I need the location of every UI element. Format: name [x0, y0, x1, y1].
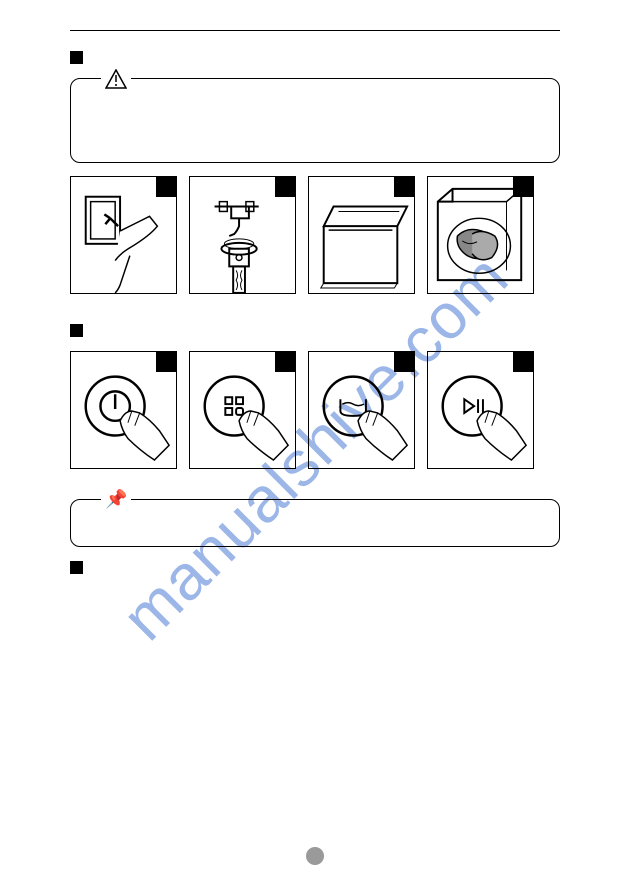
step-3-water-level-button	[308, 351, 415, 469]
load-laundry-icon	[428, 177, 533, 293]
step-4-start-pause-button	[427, 351, 534, 469]
caution-box	[70, 78, 560, 163]
step-2-program-button	[189, 351, 296, 469]
faucet-icon	[190, 177, 295, 293]
note-box: 📌	[70, 499, 560, 547]
page-indicator-dot	[306, 847, 324, 865]
top-rule	[70, 30, 560, 31]
section-2-heading	[70, 324, 560, 337]
section-1-heading	[70, 51, 560, 64]
page-content: 📌	[70, 30, 560, 588]
bullet-icon	[70, 51, 83, 64]
power-button-icon	[71, 352, 176, 468]
step-3-lid-open	[308, 176, 415, 294]
lid-open-icon	[309, 177, 414, 293]
pushpin-icon: 📌	[101, 489, 131, 510]
step-1-power-button	[70, 351, 177, 469]
step-row-2	[70, 351, 560, 469]
program-button-icon	[190, 352, 295, 468]
warning-triangle-icon	[101, 69, 131, 89]
step-1-plug-in	[70, 176, 177, 294]
water-level-button-icon	[309, 352, 414, 468]
section-3-heading	[70, 561, 560, 574]
step-2-faucet	[189, 176, 296, 294]
start-pause-button-icon	[428, 352, 533, 468]
bullet-icon	[70, 324, 83, 337]
step-4-load-laundry	[427, 176, 534, 294]
plug-in-icon	[71, 177, 176, 293]
bullet-icon	[70, 561, 83, 574]
step-row-1	[70, 176, 560, 294]
